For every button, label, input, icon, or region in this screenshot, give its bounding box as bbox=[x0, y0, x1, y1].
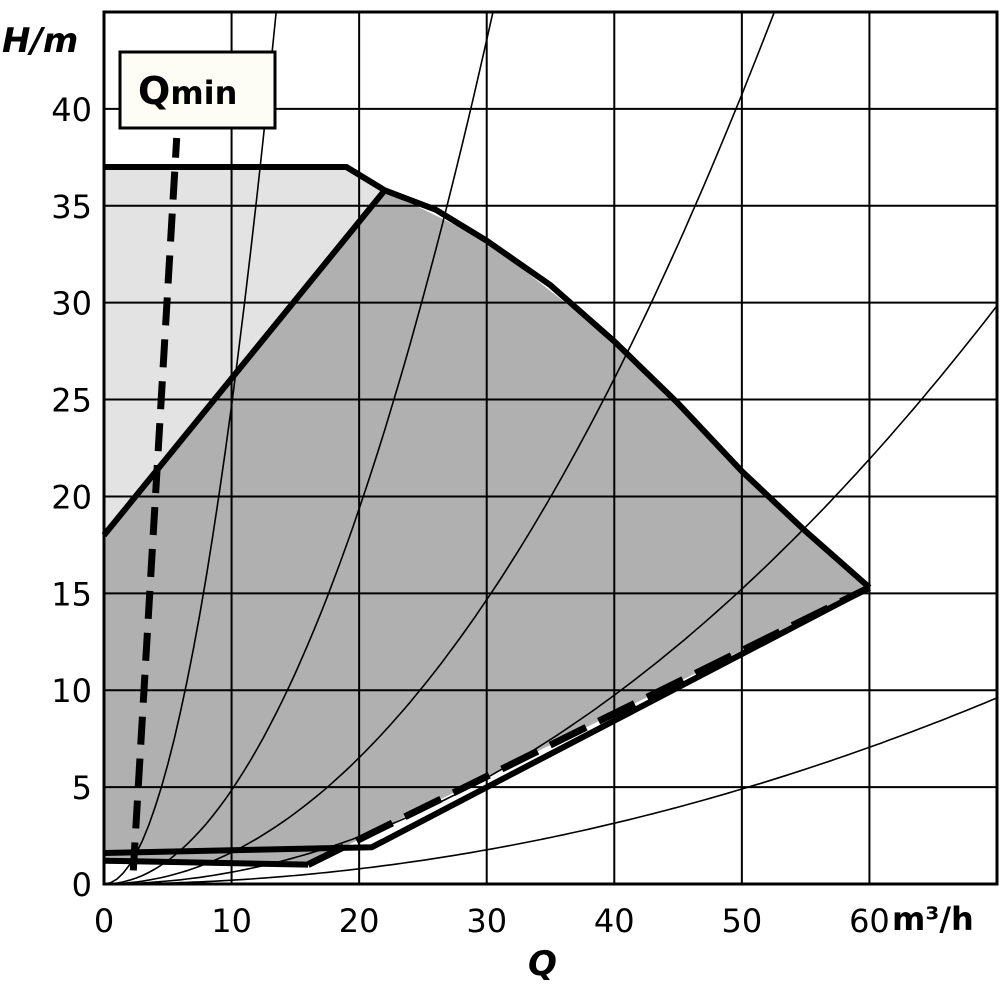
y-tick-label: 20 bbox=[51, 478, 92, 516]
system-curve bbox=[104, 697, 997, 884]
curve-line bbox=[103, 857, 309, 868]
y-tick-label: 0 bbox=[72, 866, 92, 904]
y-tick-label: 40 bbox=[51, 91, 92, 129]
system-curve bbox=[104, 12, 776, 884]
qmin-line bbox=[129, 137, 181, 871]
region-light bbox=[104, 167, 385, 536]
x-tick-label: 20 bbox=[339, 902, 380, 940]
y-tick-label: 5 bbox=[72, 769, 92, 807]
x-axis-unit: m³/h bbox=[892, 900, 974, 938]
y-axis-label: H/m bbox=[2, 21, 78, 61]
x-tick-label: 30 bbox=[466, 902, 507, 940]
system-curve bbox=[104, 305, 997, 884]
x-tick-label: 50 bbox=[721, 902, 762, 940]
x-tick-label: 60 bbox=[849, 902, 890, 940]
curve-line bbox=[101, 188, 388, 538]
y-tick-label: 25 bbox=[51, 382, 92, 420]
qmin-label-q: Q bbox=[138, 69, 170, 113]
y-tick-label: 15 bbox=[51, 575, 92, 613]
curve-line bbox=[104, 164, 872, 590]
qmin-label-sub: min bbox=[170, 74, 237, 112]
x-tick-label: 40 bbox=[594, 902, 635, 940]
plot-frame bbox=[102, 10, 999, 886]
x-tick-label: 0 bbox=[94, 902, 114, 940]
x-axis-label: Q bbox=[528, 944, 557, 984]
y-tick-label: 35 bbox=[51, 188, 92, 226]
svg-text:Qmin: Qmin bbox=[138, 69, 237, 113]
y-tick-label: 30 bbox=[51, 285, 92, 323]
curve-line bbox=[306, 584, 871, 868]
x-tick-label: 10 bbox=[211, 902, 252, 940]
curve-line bbox=[103, 584, 871, 856]
system-curve bbox=[104, 12, 494, 884]
y-tick-label: 10 bbox=[51, 672, 92, 710]
qmin-label: Qmin bbox=[118, 50, 277, 130]
